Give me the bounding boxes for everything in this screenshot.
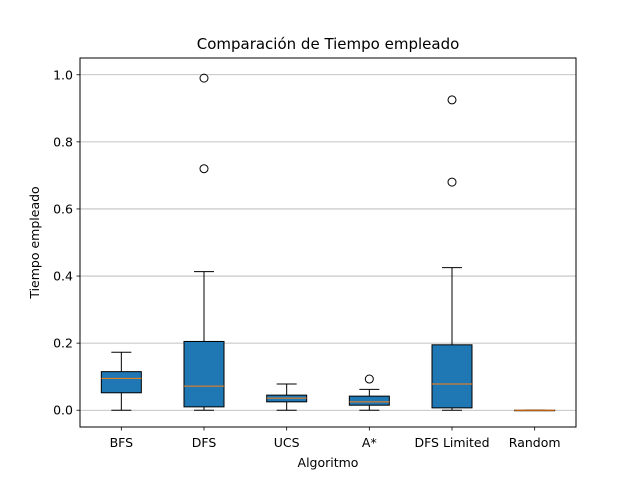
box-group	[431, 95, 473, 411]
box-iqr	[183, 340, 225, 408]
y-gridlines	[80, 74, 576, 411]
outlier-point	[447, 177, 457, 187]
x-axis-ticks: BFS DFS UCS A* DFS Limited Random	[110, 427, 561, 450]
box-group	[348, 374, 390, 411]
box-group	[266, 383, 308, 411]
y-axis-ticks: 0.0 0.2 0.4 0.6 0.8 1.0	[53, 67, 80, 418]
outlier-point	[447, 95, 457, 105]
y-tick-label: 0.8	[53, 134, 73, 149]
y-tick-label: 0.2	[53, 336, 73, 351]
boxes	[100, 73, 556, 412]
x-tick-label: Random	[509, 435, 561, 450]
y-tick-label: 0.6	[53, 201, 73, 216]
x-tick-label: DFS	[192, 435, 217, 450]
y-tick-label: 1.0	[53, 67, 73, 82]
x-tick-label: A*	[362, 435, 377, 450]
outlier-point	[199, 164, 209, 174]
chart-title: Comparación de Tiempo empleado	[197, 35, 460, 53]
box-iqr	[431, 344, 473, 409]
y-tick-label: 0.4	[53, 269, 73, 284]
y-axis-label: Tiempo empleado	[27, 186, 42, 299]
y-tick-label: 0.0	[53, 403, 73, 418]
box-iqr	[100, 371, 142, 394]
box-group	[183, 73, 225, 411]
x-tick-label: BFS	[110, 435, 134, 450]
x-tick-label: UCS	[274, 435, 300, 450]
plot-area-frame	[79, 57, 577, 428]
outlier-point	[364, 374, 374, 384]
x-tick-label: DFS Limited	[414, 435, 489, 450]
box-group	[514, 409, 556, 412]
box-iqr	[348, 395, 390, 406]
x-axis-label: Algoritmo	[298, 455, 359, 470]
outlier-point	[199, 73, 209, 83]
box-group	[100, 351, 142, 411]
